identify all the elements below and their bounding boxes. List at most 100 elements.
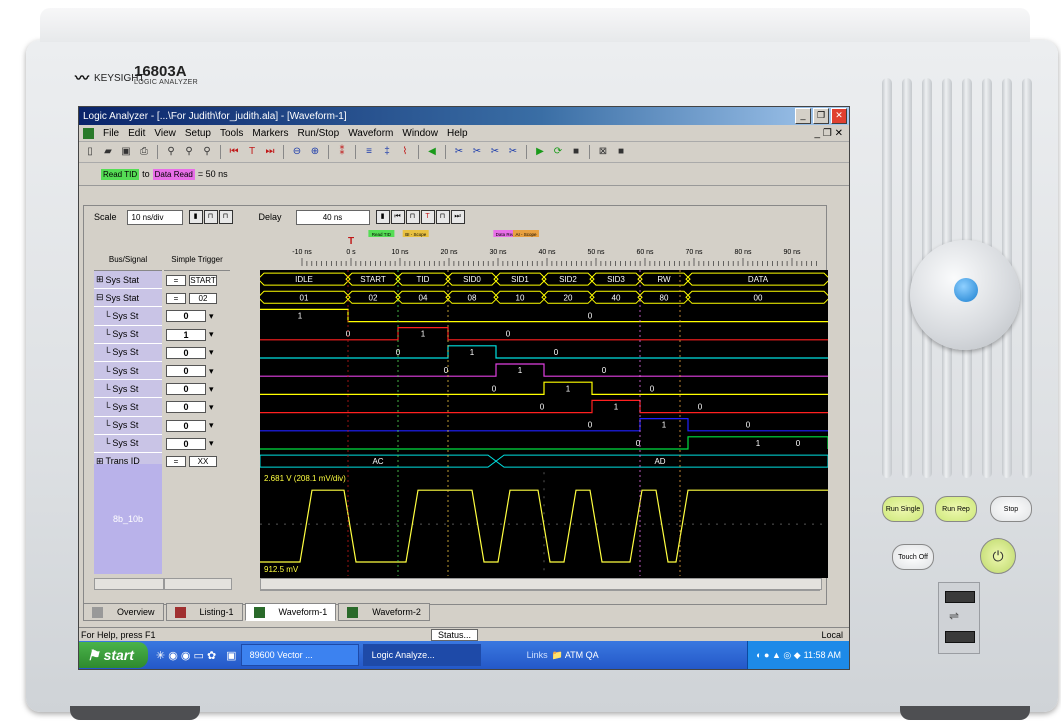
menu-setup[interactable]: Setup	[184, 127, 211, 139]
trigger-bit-select[interactable]: 0	[166, 419, 206, 432]
signal-column-scrollbar[interactable]	[94, 578, 164, 590]
delay-edge-icon[interactable]: ⊓	[405, 210, 420, 224]
stop-icon[interactable]: ■	[572, 146, 580, 157]
restore-button[interactable]: ❐	[813, 108, 829, 124]
find-icon[interactable]: ⚲	[167, 146, 175, 157]
signal-row[interactable]: └ Sys St	[94, 380, 162, 399]
marker-from-chip[interactable]: Read TID	[101, 168, 140, 180]
delay-marker-icon[interactable]: ⊓	[435, 210, 450, 224]
trigger-operator[interactable]: =	[166, 274, 186, 286]
task-logic-analyzer[interactable]: Logic Analyze...	[362, 644, 481, 666]
usb-port[interactable]	[945, 591, 975, 603]
menu-markers[interactable]: Markers	[252, 127, 289, 139]
signal-row[interactable]: └ Sys St	[94, 398, 162, 417]
dropdown-icon[interactable]: ▾	[209, 329, 214, 340]
tab-waveform-2[interactable]: Waveform-2	[338, 603, 430, 621]
expand-toggle-icon[interactable]: ⊟	[96, 292, 104, 303]
menu-waveform[interactable]: Waveform	[348, 127, 394, 139]
paste-tool-icon[interactable]: ✂	[490, 146, 500, 157]
menu-edit[interactable]: Edit	[128, 127, 146, 139]
trigger-value-field[interactable]: START	[189, 274, 217, 286]
analog-signal-name[interactable]: 8b_10b	[94, 464, 162, 574]
tray-icons[interactable]: ◐ ● ▲ ◎ ◆	[756, 649, 801, 660]
signal-row[interactable]: └ Sys St	[94, 307, 162, 326]
trigger-settings-icon[interactable]: ⌇	[402, 146, 408, 157]
tab-overview[interactable]: Overview	[83, 603, 164, 621]
cancel-icon[interactable]: ⊠	[598, 146, 608, 157]
links-folder[interactable]: ATM QA	[564, 650, 599, 660]
menu-file[interactable]: File	[103, 127, 120, 139]
marker-flag[interactable]	[368, 230, 395, 237]
usb-port[interactable]	[945, 631, 975, 643]
menu-view[interactable]: View	[154, 127, 176, 139]
mdi-controls-icon[interactable]: _ ❐ ✕	[814, 127, 843, 139]
cut-tool-icon[interactable]: ✂	[454, 146, 464, 157]
minimize-button[interactable]: _	[795, 108, 811, 124]
trigger-column-scrollbar[interactable]	[164, 578, 232, 590]
expand-toggle-icon[interactable]: ⊞	[96, 274, 104, 285]
delete-tool-icon[interactable]: ✂	[508, 146, 518, 157]
go-to-start-icon[interactable]: ⏮	[229, 146, 239, 157]
copy-tool-icon[interactable]: ✂	[472, 146, 482, 157]
tab-listing-1[interactable]: Listing-1	[165, 603, 243, 621]
tab-waveform-1[interactable]: Waveform-1	[244, 603, 337, 621]
touch-off-button[interactable]: Touch Off	[892, 544, 934, 570]
signal-row[interactable]: └ Sys St	[94, 361, 162, 381]
task-89600-vector[interactable]: 89600 Vector ...	[240, 644, 359, 666]
run-rep-button[interactable]: Run Rep	[935, 496, 977, 522]
menu-tools[interactable]: Tools	[220, 127, 244, 139]
delay-trigger-icon[interactable]: T	[420, 210, 435, 224]
time-ruler[interactable]: -10 ns 0 s 10 ns 20 ns 30 ns 40 ns 50 ns 60 ns 7…	[260, 228, 820, 270]
expand-toggle-icon[interactable]: ⊞	[96, 455, 104, 466]
delay-end-icon[interactable]: ⏭	[450, 210, 465, 224]
zoom-in-icon[interactable]: ⊕	[310, 146, 320, 157]
trigger-bit-select[interactable]: 0	[166, 346, 206, 359]
run-icon[interactable]: ▶	[536, 146, 544, 157]
scale-zoom-icon[interactable]: ▮	[188, 210, 203, 224]
delay-zero-icon[interactable]: ▮	[375, 210, 390, 224]
marker-flag[interactable]	[402, 230, 429, 237]
dropdown-icon[interactable]: ▾	[209, 438, 214, 449]
bus-view-icon[interactable]: ‡	[384, 146, 390, 157]
trigger-value-field[interactable]: XX	[189, 456, 217, 468]
clear-icon[interactable]: ■	[617, 146, 625, 157]
trigger-bit-select[interactable]: 0	[166, 401, 206, 414]
signal-row[interactable]: └ Sys St	[94, 343, 162, 362]
open-folder-icon[interactable]: ▰	[104, 146, 112, 157]
run-single-button[interactable]: Run Single	[882, 496, 924, 522]
scale-input[interactable]: 10 ns/div	[126, 209, 183, 225]
scale-expand-icon[interactable]: ⊓	[218, 210, 233, 224]
quick-launch-icons[interactable]: ✳ ◉ ◉ ▭ ✿	[155, 649, 217, 662]
close-button[interactable]: ✕	[831, 108, 847, 124]
save-icon[interactable]: ▣	[121, 146, 131, 157]
app-launch-icon[interactable]: ▣	[226, 649, 237, 662]
start-button[interactable]: ⚑ start	[79, 642, 148, 668]
power-button[interactable]: ⏻	[980, 538, 1016, 574]
menu-window[interactable]: Window	[402, 127, 438, 139]
trigger-bit-select[interactable]: 0	[166, 365, 206, 378]
waveform-view-icon[interactable]: ≡	[366, 146, 372, 157]
go-to-trigger-icon[interactable]: T	[248, 146, 256, 157]
signal-row[interactable]: ⊞ Sys Stat	[94, 271, 162, 290]
signal-row[interactable]: ⊟ Sys Stat	[94, 289, 162, 308]
trigger-bit-select[interactable]: 0	[166, 437, 206, 450]
overview-strip[interactable]	[260, 590, 820, 603]
find-prev-icon[interactable]: ⚲	[185, 146, 193, 157]
marker-flag[interactable]	[512, 230, 539, 237]
signal-row[interactable]: └ Sys St	[94, 434, 162, 453]
menu-run-stop[interactable]: Run/Stop	[297, 127, 340, 139]
delay-start-icon[interactable]: ⏮	[390, 210, 405, 224]
dropdown-icon[interactable]: ▾	[209, 401, 214, 412]
signal-row[interactable]: └ Sys St	[94, 325, 162, 344]
dropdown-icon[interactable]: ▾	[209, 365, 214, 376]
trigger-operator[interactable]: =	[166, 292, 186, 304]
app-icon[interactable]	[83, 127, 94, 139]
status-button[interactable]: Status...	[431, 629, 479, 641]
rotary-knob[interactable]	[910, 240, 1020, 350]
trigger-marker-icon[interactable]: T	[348, 236, 354, 247]
go-to-end-icon[interactable]: ⏭	[265, 146, 275, 157]
marker-flag[interactable]	[493, 230, 520, 237]
trigger-value-field[interactable]: 02	[189, 292, 217, 304]
import-icon[interactable]: ◀	[428, 146, 436, 157]
